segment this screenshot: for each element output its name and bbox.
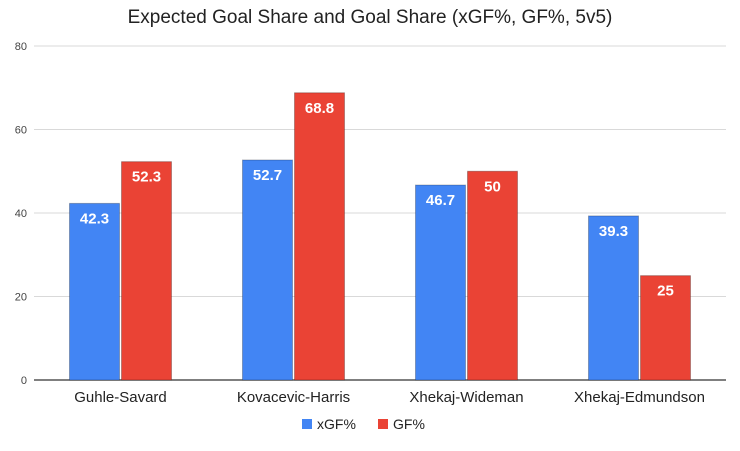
data-label: 52.7 xyxy=(253,167,282,184)
y-tick-label: 80 xyxy=(15,41,27,53)
bars xyxy=(69,92,691,381)
data-label: 39.3 xyxy=(599,223,628,240)
legend-swatch-xgf xyxy=(302,419,312,429)
category-label: Kovacevic-Harris xyxy=(237,389,350,406)
bar-gf-3 xyxy=(640,275,691,381)
y-tick-label: 0 xyxy=(21,375,27,387)
category-label: Xhekaj-Edmundson xyxy=(574,389,705,406)
y-tick-label: 60 xyxy=(15,125,27,137)
data-label: 50 xyxy=(484,178,501,195)
y-tick-label: 40 xyxy=(15,208,27,220)
x-axis-categories: Guhle-Savard Kovacevic-Harris Xhekaj-Widem… xyxy=(74,389,705,406)
y-tick-label: 20 xyxy=(15,292,27,304)
chart-title: Expected Goal Share and Goal Share (xGF%… xyxy=(127,7,613,28)
legend-label: GF% xyxy=(393,416,425,432)
data-label: 68.8 xyxy=(305,100,334,117)
data-label: 25 xyxy=(657,283,674,300)
bar-gf-0 xyxy=(121,161,172,381)
data-label: 42.3 xyxy=(80,210,109,227)
data-label: 52.3 xyxy=(132,169,161,186)
legend-label: xGF% xyxy=(317,416,356,432)
bar-gf-1 xyxy=(294,92,345,381)
data-labels: 42.3 52.3 52.7 68.8 46.7 50 39.3 25 xyxy=(80,100,674,300)
category-label: Guhle-Savard xyxy=(74,389,167,406)
legend: xGF% GF% xyxy=(302,416,425,432)
bar-xgf-2 xyxy=(415,184,466,381)
category-label: Xhekaj-Wideman xyxy=(409,389,523,406)
bar-xgf-3 xyxy=(588,215,639,381)
bar-xgf-0 xyxy=(69,202,120,381)
bar-gf-2 xyxy=(467,170,518,381)
data-label: 46.7 xyxy=(426,192,455,209)
legend-swatch-gf xyxy=(378,419,388,429)
y-axis-ticks: 0 20 40 60 80 xyxy=(15,41,27,387)
bar-xgf-1 xyxy=(242,159,293,381)
